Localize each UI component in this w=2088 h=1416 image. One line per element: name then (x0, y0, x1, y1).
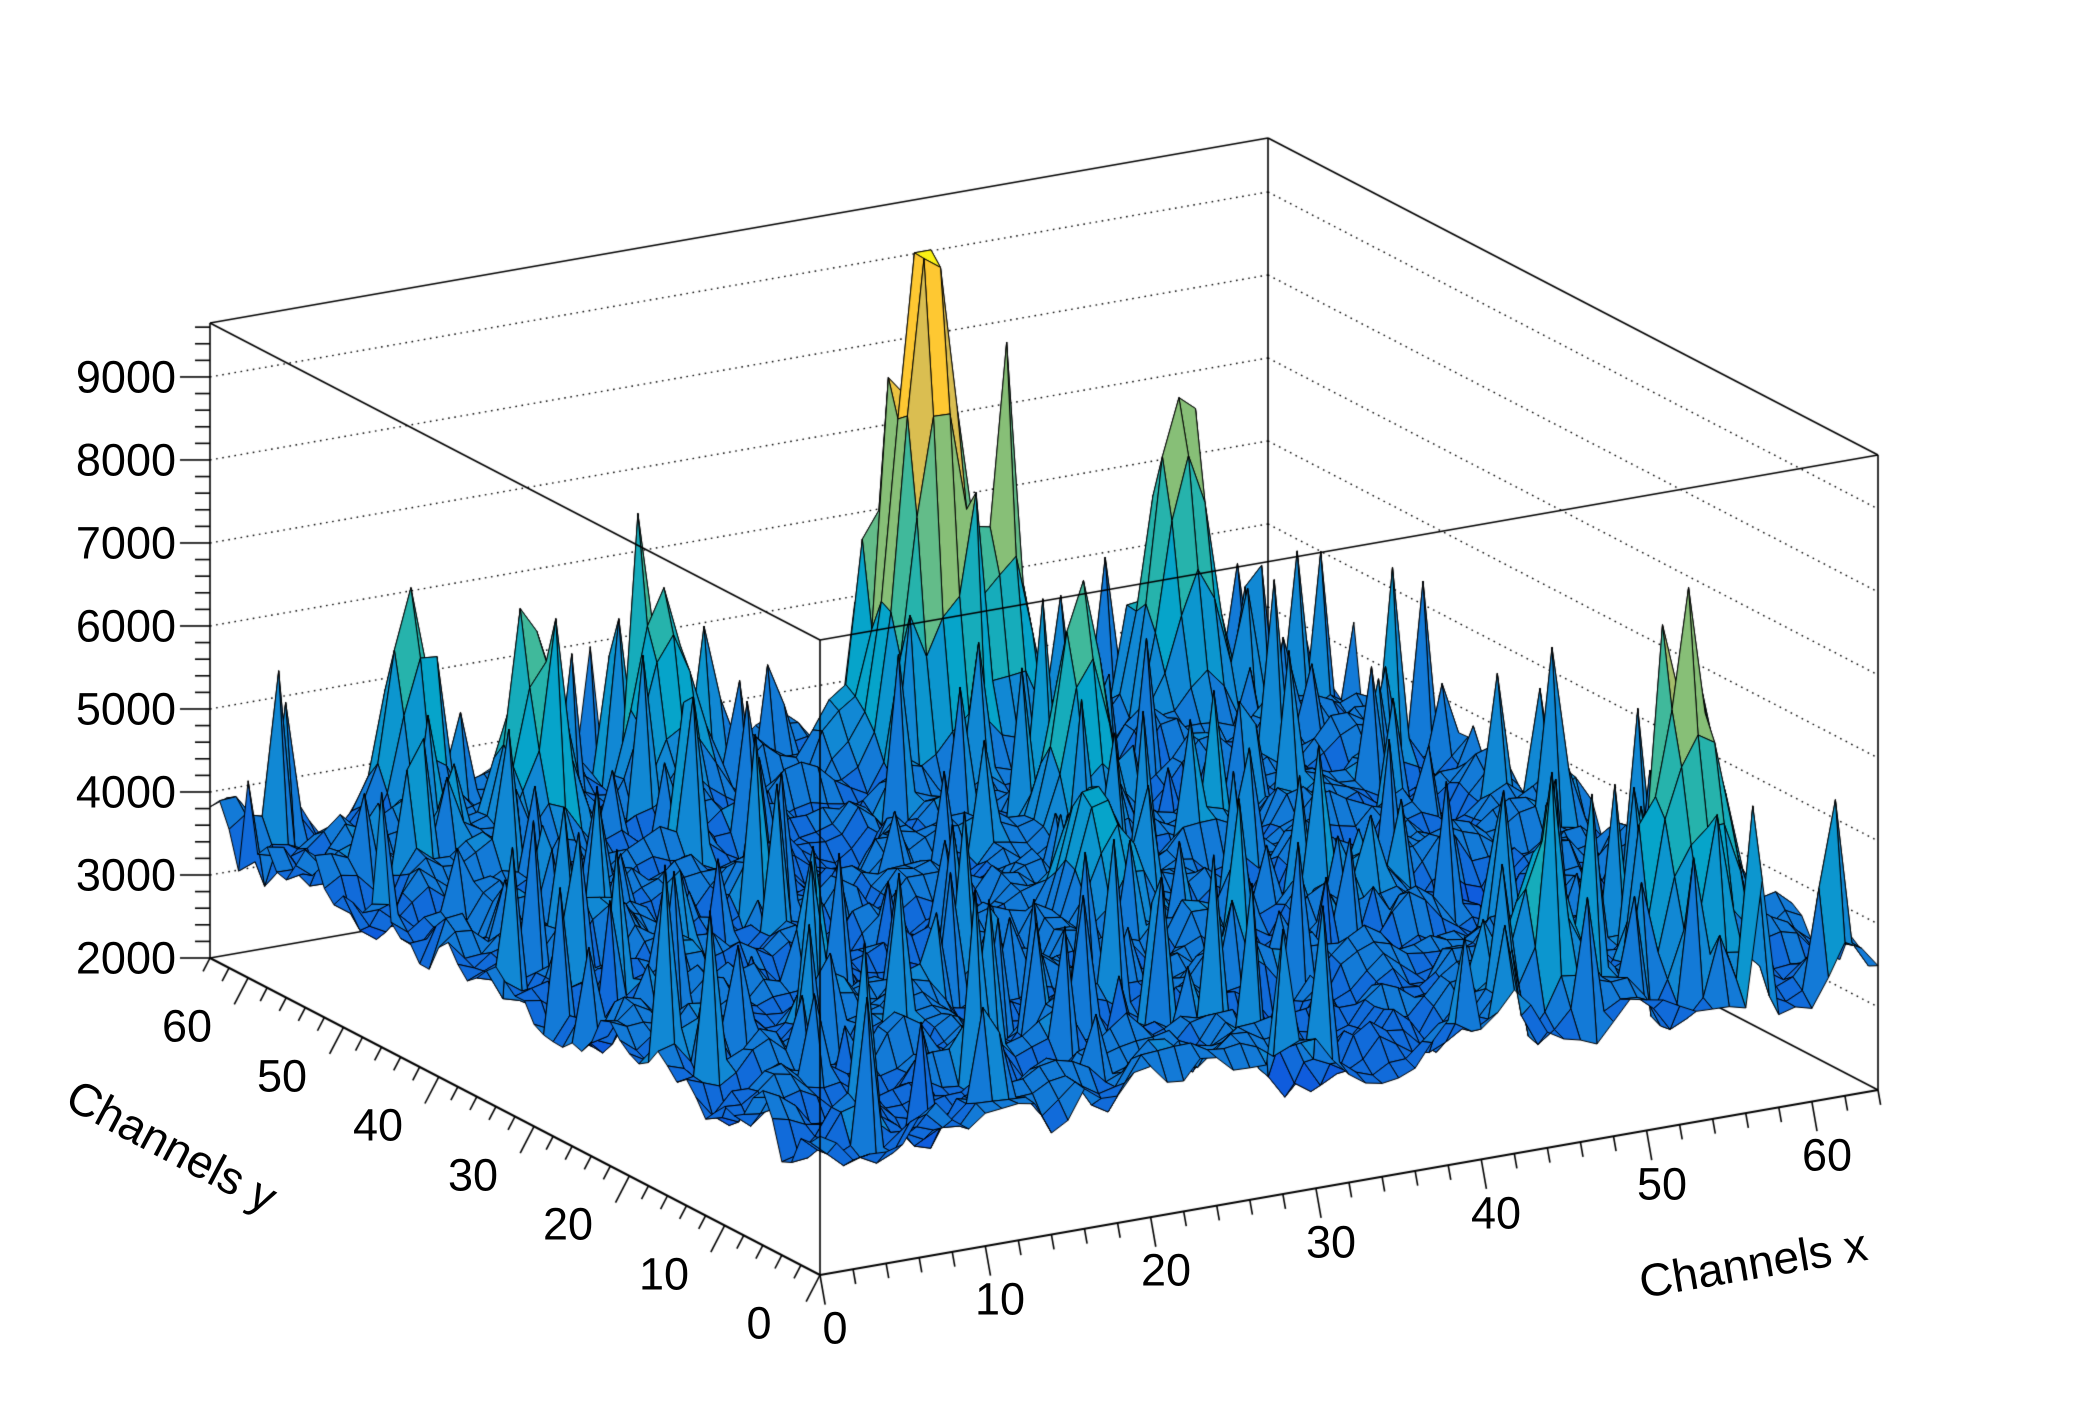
z-axis-tick-label: 7000 (75, 517, 176, 569)
x-axis-tick-label: 0 (822, 1302, 848, 1354)
z-axis-tick-label: 6000 (75, 600, 176, 652)
x-axis-tick-label: 30 (1305, 1216, 1357, 1268)
x-axis-tick-label: 20 (1140, 1244, 1192, 1296)
y-axis-tick-label: 0 (746, 1297, 772, 1349)
z-axis-tick-label: 5000 (75, 683, 176, 735)
z-axis-tick-label: 3000 (75, 849, 176, 901)
x-axis-tick-label: 10 (974, 1273, 1026, 1325)
y-axis-tick-label: 10 (638, 1248, 690, 1300)
y-axis-tick-label: 50 (256, 1050, 308, 1102)
y-axis-tick-label: 40 (352, 1099, 404, 1151)
z-axis-tick-label: 2000 (75, 932, 176, 984)
x-axis-tick-label: 40 (1470, 1187, 1522, 1239)
y-axis-tick-label: 30 (447, 1149, 499, 1201)
x-axis-tick-label: 60 (1801, 1129, 1853, 1181)
x-axis-tick-label: 50 (1636, 1158, 1688, 1210)
y-axis-tick-label: 20 (542, 1198, 594, 1250)
z-axis-tick-label: 4000 (75, 766, 176, 818)
z-axis-tick-label: 8000 (75, 434, 176, 486)
y-axis-tick-label: 60 (161, 1000, 213, 1052)
z-axis-tick-label: 9000 (75, 351, 176, 403)
